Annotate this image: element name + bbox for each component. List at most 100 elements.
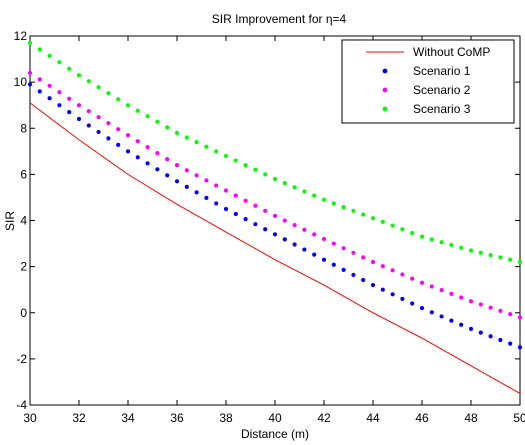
series-point — [302, 227, 307, 232]
series-point — [439, 288, 444, 293]
series-point — [125, 103, 131, 108]
y-axis-tick-labels: -4 -2 0 2 4 6 8 10 12 — [14, 29, 28, 412]
legend-swatch — [382, 87, 388, 93]
series-point — [410, 276, 415, 281]
series-point — [155, 167, 160, 172]
series-point — [106, 121, 111, 126]
series-line — [29, 102, 521, 394]
series-point — [488, 334, 493, 339]
series-point — [243, 198, 248, 203]
series-point — [243, 217, 248, 222]
series-point — [312, 252, 317, 257]
x-tick-label: 46 — [415, 411, 429, 425]
series-point — [37, 47, 42, 52]
series-point — [27, 40, 33, 46]
series-without-comp — [29, 102, 521, 394]
series-point — [184, 168, 189, 173]
series-point — [214, 149, 219, 154]
legend-label: Scenario 3 — [413, 102, 471, 116]
series-point — [27, 82, 33, 87]
series-point — [508, 257, 513, 262]
chart-title: SIR Improvement for η=4 — [212, 12, 347, 26]
series-point — [184, 135, 189, 140]
series-point — [37, 77, 42, 82]
series-point — [86, 123, 91, 128]
legend-swatch — [382, 68, 388, 74]
series-point — [449, 318, 454, 323]
series-point — [351, 250, 356, 255]
y-tick-label: -4 — [16, 398, 27, 412]
series-point — [321, 257, 327, 262]
series-point — [370, 216, 376, 221]
series-scenario-3 — [27, 40, 523, 265]
series-point — [361, 212, 366, 217]
legend-item: Without CoMP — [366, 45, 490, 59]
series-point — [145, 161, 150, 166]
series-point — [116, 127, 121, 132]
series-point — [116, 142, 121, 147]
series-point — [400, 296, 405, 302]
legend-swatch — [382, 106, 388, 112]
legend-label: Without CoMP — [413, 45, 490, 59]
series-point — [321, 197, 327, 202]
series-point — [351, 272, 356, 278]
series-point — [174, 179, 180, 184]
x-tick-label: 48 — [464, 411, 478, 425]
series-point — [174, 163, 180, 168]
x-tick-label: 30 — [23, 411, 37, 425]
series-point — [282, 237, 287, 242]
series-point — [76, 73, 82, 78]
series-point — [233, 211, 238, 217]
series-point — [380, 219, 385, 224]
series-point — [508, 341, 513, 346]
series-point — [331, 262, 336, 267]
series-point — [47, 96, 52, 101]
series-point — [165, 157, 170, 162]
series-point — [135, 139, 140, 144]
series-point — [459, 295, 464, 300]
series-point — [263, 172, 268, 177]
y-tick-label: 4 — [20, 214, 27, 228]
series-point — [517, 259, 523, 265]
series-point — [292, 242, 297, 247]
series-point — [253, 167, 258, 172]
y-tick-label: 10 — [14, 75, 28, 89]
series-point — [488, 252, 493, 258]
series-point — [429, 284, 434, 289]
series-point — [410, 230, 415, 236]
series-point — [174, 130, 180, 135]
series-layer — [27, 40, 523, 394]
series-point — [302, 247, 307, 252]
y-tick-label: 6 — [20, 167, 27, 181]
series-point — [263, 208, 268, 213]
y-tick-label: 8 — [20, 121, 27, 135]
series-point — [400, 272, 405, 277]
x-tick-label: 38 — [219, 411, 233, 425]
series-point — [390, 292, 395, 297]
series-point — [272, 176, 278, 182]
series-point — [204, 144, 209, 149]
series-point — [478, 330, 483, 335]
legend-item: Scenario 3 — [382, 102, 471, 116]
legend-box — [341, 39, 515, 124]
series-point — [429, 310, 434, 315]
series-point — [57, 103, 62, 108]
series-point — [508, 312, 513, 317]
series-point — [321, 236, 327, 242]
series-point — [67, 110, 72, 115]
x-tick-label: 36 — [170, 411, 184, 425]
series-point — [253, 222, 258, 227]
legend-item: Scenario 1 — [382, 64, 471, 78]
series-point — [106, 91, 111, 96]
series-point — [253, 203, 258, 208]
series-point — [155, 151, 160, 156]
series-point — [27, 70, 33, 75]
series-point — [67, 66, 72, 71]
legend-item: Scenario 2 — [382, 83, 471, 97]
series-point — [233, 193, 238, 198]
series-point — [194, 173, 199, 178]
series-point — [498, 255, 503, 260]
series-point — [351, 208, 356, 213]
y-tick-label: 0 — [20, 306, 27, 320]
series-point — [312, 193, 317, 198]
